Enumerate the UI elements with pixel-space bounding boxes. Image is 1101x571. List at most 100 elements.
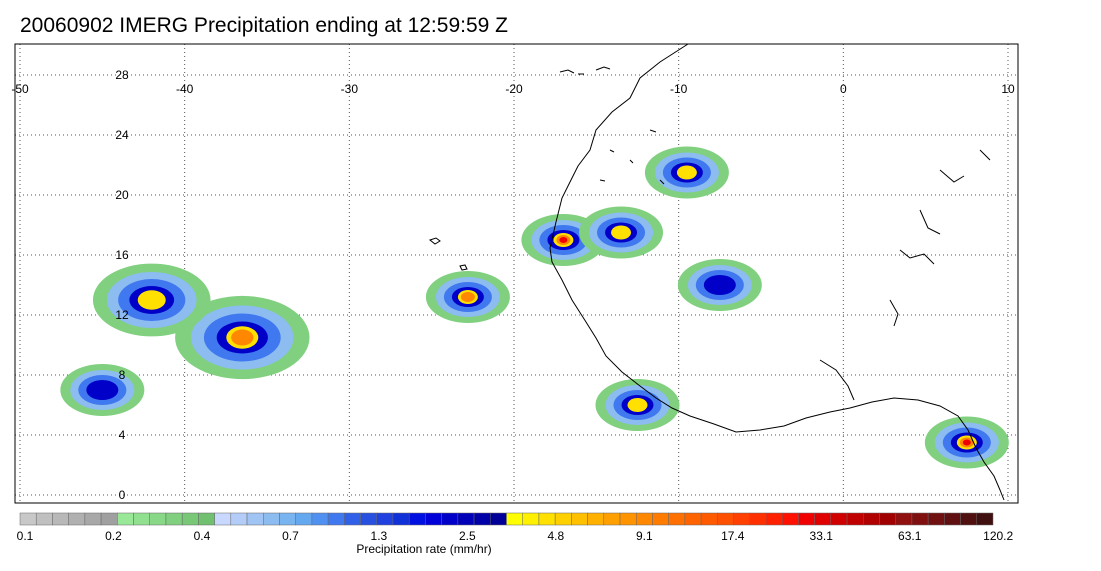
colorbar-swatch xyxy=(587,512,605,526)
colorbar-tick-label: 63.1 xyxy=(898,529,922,543)
colorbar-swatch xyxy=(684,512,702,526)
colorbar-swatch xyxy=(408,512,426,526)
colorbar-swatch xyxy=(490,512,507,526)
coastline-africa xyxy=(549,43,1005,501)
colorbar-tick-label: 4.8 xyxy=(547,529,564,543)
colorbar-tick-label: 0.4 xyxy=(194,529,211,543)
colorbar-tick-label: 2.5 xyxy=(459,529,476,543)
colorbar-swatch xyxy=(457,512,475,526)
coastline-cape-verde-2 xyxy=(459,264,468,271)
colorbar-swatch xyxy=(295,512,313,526)
colorbar-swatch xyxy=(895,512,913,526)
colorbar-swatch xyxy=(214,512,232,526)
precip-contour xyxy=(962,439,971,446)
colorbar-tick-label: 0.1 xyxy=(17,529,34,543)
precipitation-layer xyxy=(60,146,1009,469)
precip-cell-band-west-13n xyxy=(92,263,211,337)
colorbar-swatch xyxy=(846,512,864,526)
colorbar-swatch xyxy=(506,512,523,526)
precip-contour xyxy=(627,398,648,412)
colorbar-swatch xyxy=(733,512,750,526)
colorbar-swatch xyxy=(798,512,815,526)
colorbar-tick-label: 120.2 xyxy=(983,529,1013,543)
colorbar-swatch xyxy=(84,512,102,526)
chart-title: 20060902 IMERG Precipitation ending at 1… xyxy=(20,14,508,37)
colorbar-swatch xyxy=(765,512,783,526)
colorbar-swatch xyxy=(635,512,653,526)
colorbar-swatch xyxy=(522,512,540,526)
precip-cell-cells-20w-13n xyxy=(425,271,510,323)
longitude-tick-label: -40 xyxy=(176,82,194,96)
colorbar xyxy=(19,512,994,526)
colorbar-swatch xyxy=(181,512,199,526)
coastline-cape-verde-1 xyxy=(428,237,441,245)
lakes-rivers-east xyxy=(819,149,991,401)
colorbar-swatch xyxy=(830,512,848,526)
precip-contour xyxy=(703,275,736,295)
colorbar-swatch xyxy=(700,512,718,526)
colorbar-swatch xyxy=(100,512,118,526)
colorbar-swatch xyxy=(571,512,588,526)
colorbar-swatch xyxy=(538,512,556,526)
colorbar-swatch xyxy=(165,512,183,526)
colorbar-swatch xyxy=(554,512,572,526)
colorbar-tick-label: 0.2 xyxy=(105,529,122,543)
latitude-tick-label: 8 xyxy=(119,368,126,382)
colorbar-tick-label: 9.1 xyxy=(636,529,653,543)
graticule-grid xyxy=(15,44,1018,503)
precip-contour xyxy=(676,165,697,180)
colorbar-swatch xyxy=(863,512,880,526)
precip-contour xyxy=(559,237,568,243)
colorbar-swatch xyxy=(944,512,961,526)
map-frame xyxy=(14,43,1019,504)
colorbar-swatch xyxy=(781,512,799,526)
precip-cell-cells-cameroon xyxy=(924,416,1009,469)
colorbar-swatch xyxy=(52,512,69,526)
colorbar-swatch xyxy=(911,512,929,526)
longitude-labels: -50 -40 -30 -20 -10 0 10 xyxy=(11,82,1015,96)
colorbar-swatch xyxy=(198,512,215,526)
colorbar-swatch xyxy=(360,512,378,526)
coastline-canaries xyxy=(559,66,611,75)
colorbar-swatch xyxy=(230,512,248,526)
colorbar-swatch xyxy=(976,512,994,526)
colorbar-swatch xyxy=(749,512,767,526)
colorbar-swatch xyxy=(246,512,264,526)
colorbar-tick-label: 1.3 xyxy=(371,529,388,543)
precip-cell-cells-10w-21n xyxy=(644,146,729,199)
colorbar-swatch xyxy=(668,512,686,526)
colorbar-swatch xyxy=(35,512,53,526)
colorbar-swatch xyxy=(19,512,37,526)
inland-features-west xyxy=(599,129,665,185)
colorbar-swatch xyxy=(717,512,734,526)
latitude-tick-label: 20 xyxy=(115,188,129,202)
latitude-tick-label: 24 xyxy=(115,128,129,142)
colorbar-swatch xyxy=(327,512,345,526)
longitude-tick-label: -10 xyxy=(670,82,688,96)
colorbar-swatch xyxy=(133,512,150,526)
latitude-tick-label: 12 xyxy=(115,308,129,322)
colorbar-swatch xyxy=(68,512,86,526)
colorbar-swatch xyxy=(392,512,410,526)
precip-cell-cells-guinea-coast xyxy=(595,379,680,431)
colorbar-swatch xyxy=(376,512,394,526)
colorbar-swatch xyxy=(619,512,637,526)
precip-cell-cluster-mauritania xyxy=(579,206,664,259)
precip-contour xyxy=(611,225,632,240)
latitude-tick-label: 0 xyxy=(119,488,126,502)
colorbar-swatch xyxy=(960,512,978,526)
colorbar-swatch xyxy=(927,512,945,526)
precip-contour xyxy=(460,292,475,302)
precip-cell-mcs-central-atlantic xyxy=(175,295,310,380)
precip-contour xyxy=(86,380,119,400)
colorbar-swatch xyxy=(879,512,896,526)
precip-contour xyxy=(137,290,166,310)
longitude-tick-label: -20 xyxy=(505,82,523,96)
colorbar-swatch xyxy=(344,512,361,526)
colorbar-label: Precipitation rate (mm/hr) xyxy=(356,542,491,556)
colorbar-swatch xyxy=(814,512,832,526)
latitude-labels: 0 4 8 12 16 20 24 28 xyxy=(115,68,129,502)
longitude-tick-label: -50 xyxy=(11,82,29,96)
latitude-tick-label: 28 xyxy=(115,68,129,82)
